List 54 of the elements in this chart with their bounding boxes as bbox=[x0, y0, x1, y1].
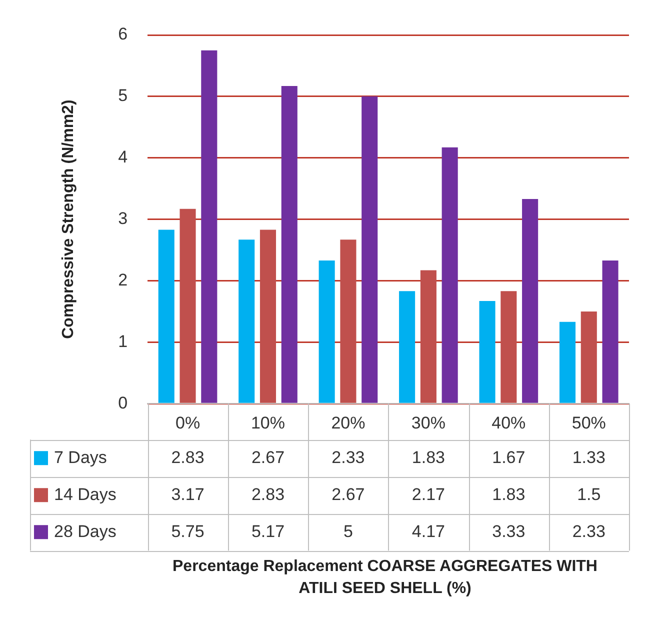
y-tick-label: 1 bbox=[118, 332, 128, 351]
y-tick-label: 5 bbox=[118, 86, 128, 106]
bar bbox=[399, 291, 416, 403]
x-tick-label: 0% bbox=[175, 413, 200, 432]
x-tick-label: 50% bbox=[572, 413, 606, 432]
y-tick-label: 3 bbox=[118, 208, 128, 228]
data-label: 2.83 bbox=[171, 448, 204, 467]
data-label: 2.33 bbox=[332, 448, 365, 467]
bar bbox=[420, 270, 436, 403]
x-tick-label: 30% bbox=[411, 413, 446, 432]
data-label: 1.67 bbox=[492, 448, 526, 467]
data-label: 2.17 bbox=[412, 484, 445, 504]
data-label: 5 bbox=[343, 522, 353, 541]
bar bbox=[500, 291, 517, 403]
y-axis-title: Compressive Strength (N/mm2) bbox=[60, 100, 78, 339]
data-label: 5.75 bbox=[171, 522, 204, 541]
bar bbox=[362, 96, 378, 403]
text: Percentage Replacement COARSE AGGREGATES WITH ATILI SEED SHELL (%) bbox=[172, 557, 598, 599]
y-tick-label: 2 bbox=[118, 270, 128, 290]
bar bbox=[318, 260, 335, 403]
bar bbox=[158, 230, 174, 403]
x-tick-label: 10% bbox=[250, 413, 286, 432]
data-label: 3.33 bbox=[492, 522, 526, 541]
bar bbox=[522, 199, 538, 403]
legend-label: 14 Days bbox=[54, 484, 116, 504]
bar bbox=[281, 86, 298, 403]
data-label: 5.17 bbox=[251, 522, 285, 541]
bar bbox=[559, 322, 576, 403]
data-label: 2.67 bbox=[332, 484, 365, 504]
data-label: 4.17 bbox=[412, 522, 445, 541]
y-tick-label: 6 bbox=[118, 24, 128, 44]
data-label: 2.33 bbox=[572, 522, 606, 541]
data-label: 1.5 bbox=[577, 484, 601, 504]
bar bbox=[602, 260, 618, 403]
bar bbox=[340, 240, 356, 403]
y-tick-label: 4 bbox=[118, 148, 128, 167]
legend-label: 28 Days bbox=[54, 522, 116, 541]
data-label: 1.33 bbox=[572, 448, 606, 467]
bar bbox=[180, 208, 196, 403]
data-label: 1.83 bbox=[412, 448, 445, 467]
data-label: 2.83 bbox=[251, 484, 285, 504]
legend-label: 7 Days bbox=[54, 448, 107, 467]
bar bbox=[580, 311, 597, 403]
y-tick-label: 0 bbox=[118, 393, 128, 412]
bar bbox=[260, 230, 276, 403]
data-label: 3.17 bbox=[171, 484, 204, 504]
x-tick-label: 20% bbox=[331, 413, 366, 432]
bar bbox=[238, 240, 255, 403]
data-label: 1.83 bbox=[492, 484, 526, 504]
bar bbox=[442, 147, 458, 403]
bar bbox=[479, 301, 496, 403]
x-tick-label: 40% bbox=[492, 413, 526, 432]
bar bbox=[201, 50, 218, 403]
data-label: 2.67 bbox=[251, 448, 285, 467]
